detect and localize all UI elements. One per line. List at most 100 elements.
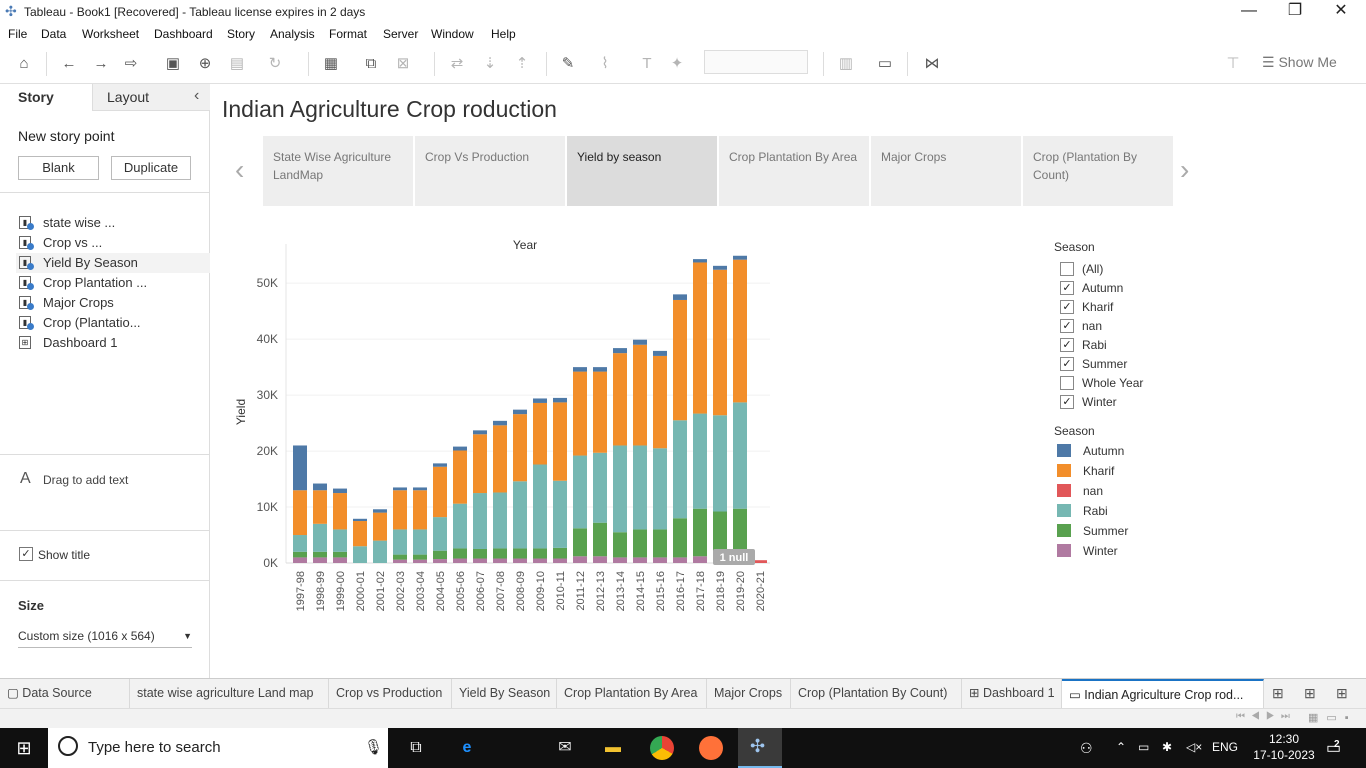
collapse-pane-icon[interactable]: ‹ [194, 87, 200, 104]
bar-segment[interactable] [373, 509, 387, 513]
close-button[interactable]: ✕ [1334, 2, 1348, 19]
bar-segment[interactable] [353, 546, 367, 563]
bar-segment[interactable] [493, 492, 507, 549]
bar-segment[interactable] [753, 560, 767, 563]
tab-state-wise[interactable]: state wise agriculture Land map [130, 679, 329, 708]
sheet-item-yield-by-season[interactable]: ▮ Yield By Season [16, 253, 210, 273]
bar-segment[interactable] [733, 259, 747, 403]
story-point-6[interactable]: Crop (Plantation By Count) [1023, 136, 1173, 206]
filter-checkbox[interactable] [1060, 262, 1074, 276]
menu-file[interactable]: File [8, 27, 28, 41]
bar-segment[interactable] [653, 448, 667, 530]
menu-help[interactable]: Help [491, 27, 516, 41]
bar-segment[interactable] [733, 402, 747, 509]
tab-major-crops[interactable]: Major Crops [707, 679, 791, 708]
sheet-item-crop-plantation-count[interactable]: ▮ Crop (Plantatio... [16, 313, 210, 333]
bar-segment[interactable] [413, 529, 427, 555]
volume-icon[interactable]: ◁× [1186, 740, 1203, 754]
mail-icon[interactable]: ✉ [558, 739, 572, 756]
bar-segment[interactable] [533, 558, 547, 563]
bar-segment[interactable] [333, 551, 347, 558]
bar-segment[interactable] [633, 344, 647, 446]
bar-segment[interactable] [573, 371, 587, 456]
duplicate-sheet-icon[interactable]: ⧉ [365, 55, 377, 72]
text-label-icon[interactable]: T [642, 55, 652, 72]
presentation-icon[interactable]: ▭ [877, 55, 893, 72]
bar-segment[interactable] [633, 529, 647, 558]
bar-segment[interactable] [693, 259, 707, 263]
filter-checkbox[interactable]: ✓ [1060, 338, 1074, 352]
season-filter-item[interactable]: (All) [1060, 262, 1103, 281]
bar-segment[interactable] [373, 540, 387, 563]
legend-item[interactable]: Summer [1057, 524, 1128, 544]
bar-segment[interactable] [713, 269, 727, 416]
bar-segment[interactable] [413, 554, 427, 560]
new-datasource-icon[interactable]: ⊕ [198, 55, 212, 72]
bar-segment[interactable] [673, 420, 687, 519]
replay-icon[interactable]: ⇨ [124, 55, 138, 72]
task-view-icon[interactable]: ⧉ [410, 739, 422, 756]
bar-segment[interactable] [673, 557, 687, 563]
season-filter-item[interactable]: Whole Year [1060, 376, 1143, 395]
bar-segment[interactable] [573, 455, 587, 529]
bar-segment[interactable] [393, 487, 407, 491]
filter-checkbox[interactable]: ✓ [1060, 300, 1074, 314]
bar-segment[interactable] [653, 557, 667, 563]
bar-segment[interactable] [553, 397, 567, 403]
tab-crop-plantation-count[interactable]: Crop (Plantation By Count) [791, 679, 962, 708]
season-filter-item[interactable]: ✓ Rabi [1060, 338, 1107, 357]
tab-yield-by-season[interactable]: Yield By Season [452, 679, 557, 708]
tab-story-active[interactable]: ▭ Indian Agriculture Crop rod... [1062, 679, 1264, 708]
new-dashboard-tab-icon[interactable]: ⊞ [1304, 685, 1316, 701]
tab-layout[interactable]: Layout [92, 84, 210, 111]
bar-segment[interactable] [553, 558, 567, 563]
bar-segment[interactable] [533, 402, 547, 465]
bar-segment[interactable] [333, 488, 347, 494]
show-title-checkbox[interactable]: ✓ [19, 547, 33, 561]
bar-segment[interactable] [293, 535, 307, 552]
bar-segment[interactable] [313, 523, 327, 552]
size-dropdown[interactable]: Custom size (1016 x 564) ▼ [18, 626, 192, 648]
clear-sheet-icon[interactable]: ⊠ [396, 55, 410, 72]
null-indicator[interactable]: 1 null [713, 549, 755, 565]
bar-segment[interactable] [633, 339, 647, 345]
restore-button[interactable]: ❐ [1287, 2, 1303, 19]
bar-segment[interactable] [513, 409, 527, 415]
notifications-icon[interactable]: ▭ [1326, 740, 1342, 757]
season-filter-item[interactable]: ✓ Kharif [1060, 300, 1113, 319]
bar-segment[interactable] [333, 557, 347, 563]
chrome-icon[interactable] [650, 736, 674, 760]
bar-segment[interactable] [553, 402, 567, 481]
bar-segment[interactable] [653, 355, 667, 449]
bar-segment[interactable] [693, 262, 707, 414]
minimize-button[interactable]: — [1241, 2, 1257, 19]
bar-segment[interactable] [513, 548, 527, 559]
duplicate-button[interactable]: Duplicate [111, 156, 191, 180]
sort-desc-icon[interactable]: ⇡ [515, 55, 529, 72]
story-point-1[interactable]: State Wise Agriculture LandMap [263, 136, 413, 206]
bar-segment[interactable] [473, 430, 487, 435]
bar-segment[interactable] [313, 483, 327, 491]
bar-segment[interactable] [533, 398, 547, 403]
bar-segment[interactable] [313, 557, 327, 563]
tableau-taskbar-button[interactable]: ✣ [738, 728, 782, 768]
sheet-item-crop-vs[interactable]: ▮ Crop vs ... [16, 233, 210, 253]
bar-segment[interactable] [613, 557, 627, 563]
people-icon[interactable]: ⚇ [1080, 740, 1093, 756]
share-icon[interactable]: ⋈ [924, 55, 940, 72]
bar-segment[interactable] [593, 556, 607, 563]
bar-segment[interactable] [433, 517, 447, 551]
sheet-item-state-wise[interactable]: ▮ state wise ... [16, 213, 210, 233]
bar-segment[interactable] [653, 350, 667, 356]
tab-data-source[interactable]: ▢ Data Source [0, 679, 130, 708]
sort-asc-icon[interactable]: ⇣ [483, 55, 497, 72]
refresh-icon[interactable]: ↻ [268, 55, 282, 72]
bar-segment[interactable] [733, 508, 747, 557]
menu-window[interactable]: Window [431, 27, 474, 41]
menu-server[interactable]: Server [383, 27, 419, 41]
language-indicator[interactable]: ENG [1212, 740, 1239, 754]
bar-segment[interactable] [713, 415, 727, 512]
bar-segment[interactable] [613, 353, 627, 446]
season-filter-item[interactable]: ✓ Autumn [1060, 281, 1123, 300]
bar-segment[interactable] [593, 452, 607, 523]
